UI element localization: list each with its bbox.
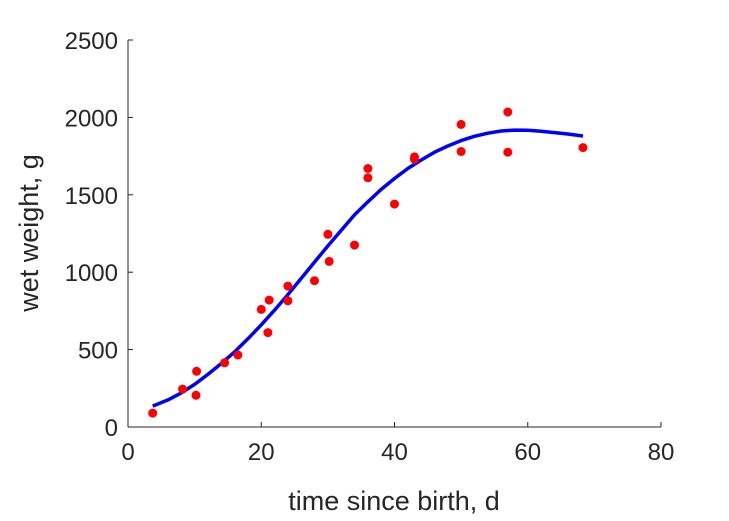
data-point — [578, 143, 588, 153]
data-point — [263, 328, 273, 338]
y-axis-title: wet weight, g — [14, 154, 44, 313]
data-point — [310, 276, 319, 286]
x-tick-label: 80 — [648, 439, 675, 466]
x-tick-label: 0 — [121, 439, 134, 466]
data-point — [233, 350, 243, 360]
data-point — [283, 296, 293, 306]
data-point — [264, 295, 274, 305]
y-tick-label: 0 — [105, 415, 118, 442]
y-tick-label: 500 — [78, 338, 118, 365]
tick-labels: 0 20 40 60 80 0 500 1000 1500 2000 2500 — [65, 28, 675, 466]
data-point — [283, 281, 293, 291]
axes — [127, 39, 662, 428]
data-point — [350, 240, 359, 250]
data-point — [191, 390, 201, 400]
data-point — [503, 107, 513, 117]
y-tick-label: 2000 — [65, 105, 118, 132]
x-axis-title: time since birth, d — [288, 486, 500, 516]
x-tick-label: 20 — [248, 439, 275, 466]
data-point — [390, 199, 399, 209]
data-point — [410, 154, 419, 164]
data-points-layer — [148, 107, 588, 418]
data-point — [148, 408, 158, 418]
data-point — [503, 147, 513, 157]
data-point — [363, 173, 373, 183]
data-point — [220, 358, 230, 368]
x-tick-label: 60 — [514, 439, 541, 466]
data-point — [192, 366, 202, 376]
data-point — [456, 119, 466, 129]
data-point — [256, 304, 266, 314]
y-tick-label: 2500 — [65, 28, 118, 55]
x-tick-label: 40 — [381, 439, 408, 466]
y-tick-label: 1000 — [65, 260, 118, 287]
data-point — [178, 384, 188, 394]
data-point — [456, 147, 466, 156]
data-point — [363, 164, 373, 173]
data-point — [324, 256, 334, 266]
data-point — [323, 229, 333, 239]
y-tick-label: 1500 — [65, 183, 118, 210]
